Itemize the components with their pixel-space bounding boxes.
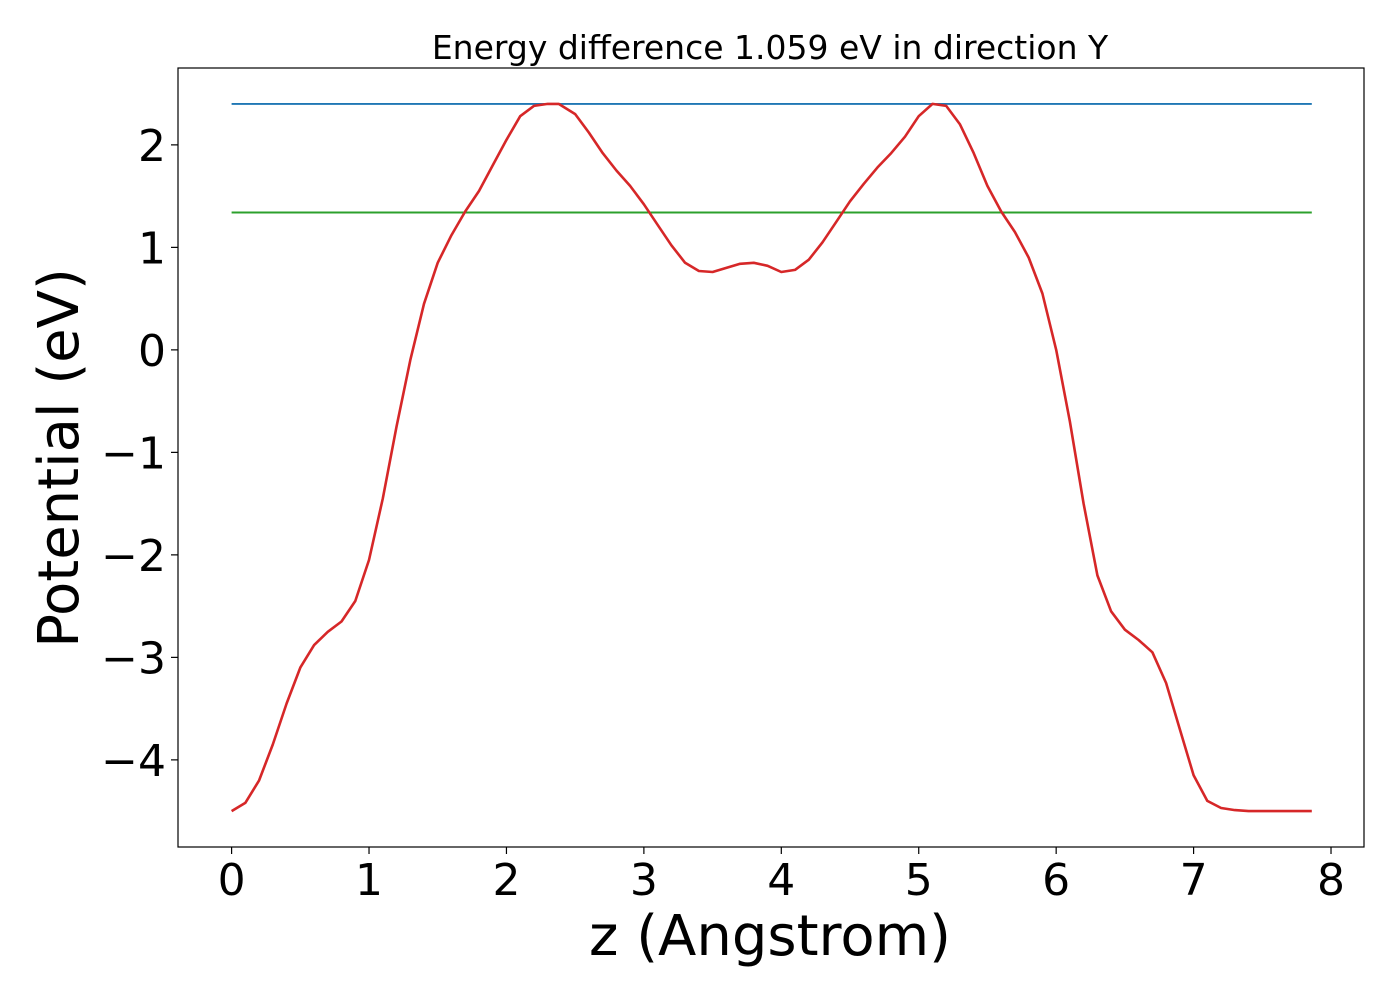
y-tick-label: −2 xyxy=(101,531,166,582)
plot-frame xyxy=(177,67,1365,848)
y-tick-label: 0 xyxy=(138,326,166,377)
series-line-0 xyxy=(230,102,1312,813)
x-tick-label: 3 xyxy=(630,855,658,906)
chart-title: Energy difference 1.059 eV in direction … xyxy=(432,28,1109,67)
x-tick-label: 0 xyxy=(218,855,246,906)
x-tick-label: 1 xyxy=(355,855,383,906)
x-tick-label: 8 xyxy=(1317,855,1345,906)
x-tick-label: 2 xyxy=(492,855,520,906)
series-layer xyxy=(230,102,1312,813)
y-axis: −4 −3 −2 −1 0 1 2 xyxy=(101,121,178,787)
x-tick-label: 5 xyxy=(905,855,933,906)
y-tick-label: −1 xyxy=(101,428,166,479)
x-tick-label: 7 xyxy=(1180,855,1208,906)
x-axis-label: z (Angstrom) xyxy=(589,904,951,969)
y-tick-label: −4 xyxy=(101,736,166,787)
y-axis-label: Potential (eV) xyxy=(27,268,92,648)
x-axis: 0 1 2 3 4 5 6 7 8 xyxy=(218,847,1345,906)
x-tick-label: 4 xyxy=(767,855,795,906)
x-tick-label: 6 xyxy=(1042,855,1070,906)
y-tick-label: 1 xyxy=(138,223,166,274)
y-tick-label: 2 xyxy=(138,121,166,172)
y-tick-label: −3 xyxy=(101,633,166,684)
